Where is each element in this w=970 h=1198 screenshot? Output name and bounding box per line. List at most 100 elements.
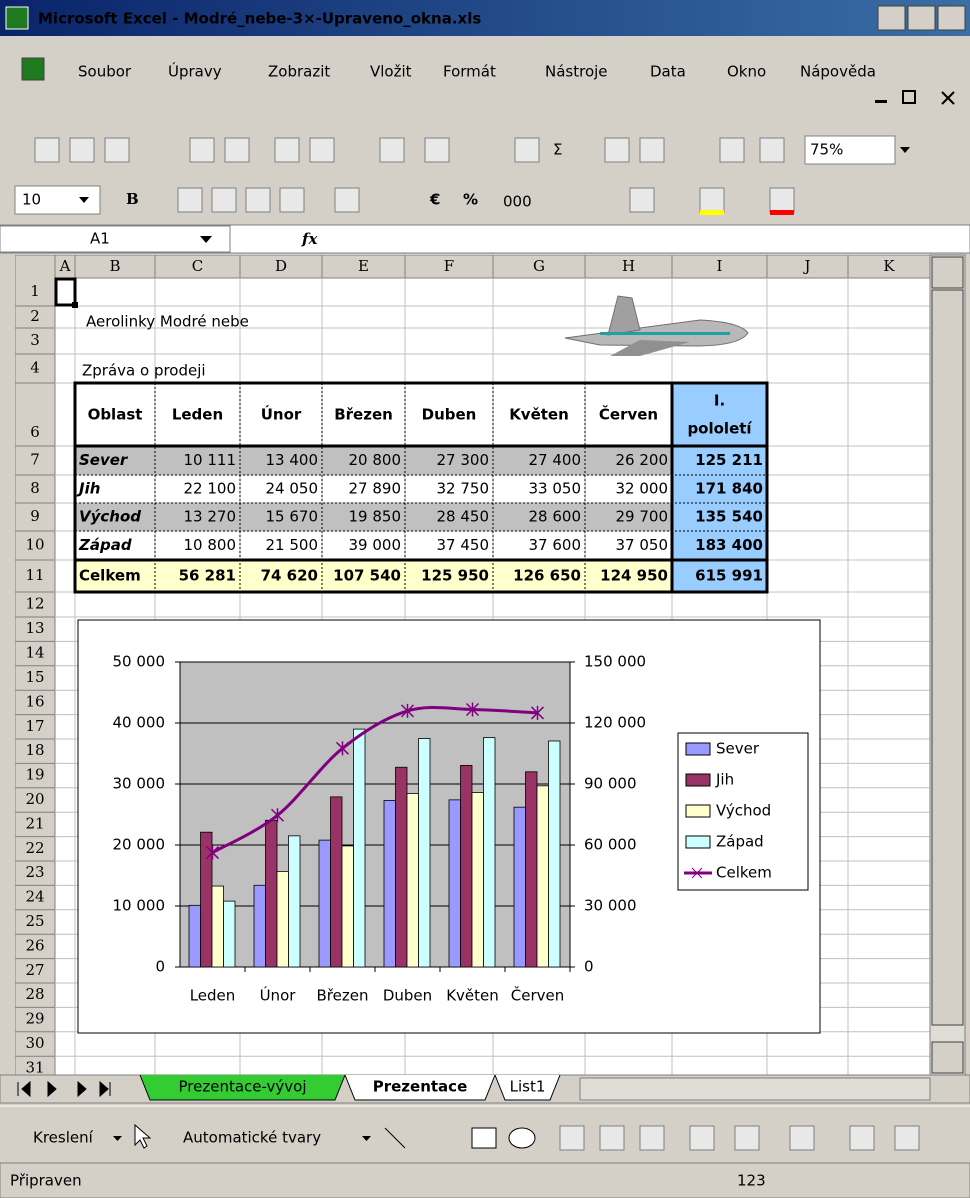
maximize-button[interactable] [908, 6, 935, 30]
row-header[interactable]: 22 [25, 839, 44, 857]
row-header[interactable]: 11 [25, 566, 44, 584]
percent-button[interactable]: % [463, 191, 478, 209]
toolbar-button[interactable] [275, 138, 299, 162]
toolbar-button[interactable] [690, 1126, 714, 1150]
toolbar-button[interactable] [790, 1126, 814, 1150]
euro-button[interactable]: € [429, 191, 440, 209]
bold-button[interactable]: B [126, 190, 139, 208]
row-header[interactable]: 16 [25, 692, 44, 710]
column-header[interactable]: K [883, 257, 895, 275]
column-header[interactable]: J [802, 257, 810, 275]
row-header[interactable]: 24 [25, 888, 44, 906]
toolbar-button[interactable] [380, 138, 404, 162]
toolbar-button[interactable] [178, 188, 202, 212]
toolbar-button[interactable] [605, 138, 629, 162]
row-header[interactable]: 14 [25, 644, 44, 662]
column-header[interactable]: A [59, 257, 71, 275]
toolbar-button[interactable] [310, 138, 334, 162]
toolbar-button[interactable] [425, 138, 449, 162]
toolbar-button[interactable] [35, 138, 59, 162]
toolbar-button[interactable] [105, 138, 129, 162]
row-header[interactable]: 17 [25, 717, 44, 735]
toolbar-button[interactable] [515, 138, 539, 162]
thousands-button[interactable]: 000 [503, 193, 532, 211]
toolbar-button[interactable] [640, 138, 664, 162]
row-header[interactable]: 25 [25, 912, 44, 930]
horizontal-scrollbar[interactable] [580, 1078, 930, 1100]
sheet-tab-label[interactable]: Prezentace-vývoj [179, 1078, 307, 1096]
row-header[interactable]: 28 [25, 985, 44, 1003]
row-header[interactable]: 8 [30, 479, 40, 497]
toolbar-button[interactable] [630, 188, 654, 212]
row-header[interactable]: 21 [25, 814, 44, 832]
row-header[interactable]: 12 [25, 595, 44, 613]
toolbar-button[interactable] [700, 188, 724, 212]
toolbar-button[interactable] [895, 1126, 919, 1150]
toolbar-button[interactable] [70, 138, 94, 162]
row-header[interactable]: 20 [25, 790, 44, 808]
toolbar-button[interactable] [760, 138, 784, 162]
toolbar-button[interactable] [640, 1126, 664, 1150]
toolbar-button[interactable] [720, 138, 744, 162]
row-header[interactable]: 31 [25, 1058, 44, 1076]
doc-minimize[interactable] [875, 100, 887, 103]
toolbar-sum[interactable]: Σ [553, 141, 562, 159]
toolbar-button[interactable] [212, 188, 236, 212]
close-button[interactable] [938, 6, 965, 30]
rect-tool[interactable] [472, 1128, 496, 1148]
sheet-tab-label[interactable]: List1 [510, 1078, 546, 1096]
toolbar-button[interactable] [850, 1126, 874, 1150]
toolbar-button[interactable] [280, 188, 304, 212]
menu-item[interactable]: Soubor [78, 63, 132, 81]
column-header[interactable]: B [109, 257, 120, 275]
row-header[interactable]: 4 [30, 359, 40, 377]
menu-item[interactable]: Nápověda [800, 63, 876, 81]
column-header[interactable]: E [358, 257, 369, 275]
name-box[interactable] [0, 226, 230, 252]
row-header[interactable]: 3 [30, 331, 40, 349]
column-header[interactable]: D [275, 257, 287, 275]
menu-item[interactable]: Okno [727, 63, 766, 81]
row-header[interactable]: 6 [30, 423, 40, 441]
row-header[interactable]: 23 [25, 863, 44, 881]
row-header[interactable]: 7 [30, 451, 40, 469]
row-header[interactable]: 19 [25, 766, 44, 784]
toolbar-button[interactable] [770, 188, 794, 212]
toolbar-button[interactable] [246, 188, 270, 212]
menu-item[interactable]: Formát [443, 63, 496, 81]
toolbar-button[interactable] [600, 1126, 624, 1150]
toolbar-button[interactable] [225, 138, 249, 162]
menu-item[interactable]: Zobrazit [268, 63, 330, 81]
oval-tool[interactable] [509, 1128, 535, 1148]
menu-item[interactable]: Úpravy [168, 62, 222, 81]
row-header[interactable]: 13 [25, 619, 44, 637]
toolbar-button[interactable] [560, 1126, 584, 1150]
row-header[interactable]: 2 [30, 307, 40, 325]
scroll-up[interactable] [932, 257, 963, 288]
scroll-down[interactable] [932, 1042, 963, 1073]
scroll-thumb[interactable] [932, 290, 963, 1025]
row-header[interactable]: 18 [25, 741, 44, 759]
menu-item[interactable]: Nástroje [545, 63, 608, 81]
row-header[interactable]: 27 [25, 961, 44, 979]
column-header[interactable]: I [717, 257, 723, 275]
row-header[interactable]: 10 [25, 536, 44, 554]
autoshapes-menu[interactable]: Automatické tvary [183, 1129, 321, 1147]
row-header[interactable]: 30 [25, 1034, 44, 1052]
toolbar-button[interactable] [335, 188, 359, 212]
menu-item[interactable]: Data [650, 63, 686, 81]
row-header[interactable]: 26 [25, 936, 44, 954]
minimize-button[interactable] [878, 6, 905, 30]
column-header[interactable]: H [622, 257, 635, 275]
row-header[interactable]: 29 [25, 1010, 44, 1028]
sheet-tab-label[interactable]: Prezentace [373, 1078, 468, 1096]
column-header[interactable]: C [192, 257, 203, 275]
row-header[interactable]: 1 [30, 282, 40, 300]
row-header[interactable]: 9 [30, 507, 40, 525]
toolbar-button[interactable] [735, 1126, 759, 1150]
row-header[interactable]: 15 [25, 668, 44, 686]
toolbar-button[interactable] [190, 138, 214, 162]
column-header[interactable]: F [444, 257, 454, 275]
menu-item[interactable]: Vložit [370, 63, 412, 81]
draw-menu[interactable]: Kreslení [33, 1129, 94, 1147]
